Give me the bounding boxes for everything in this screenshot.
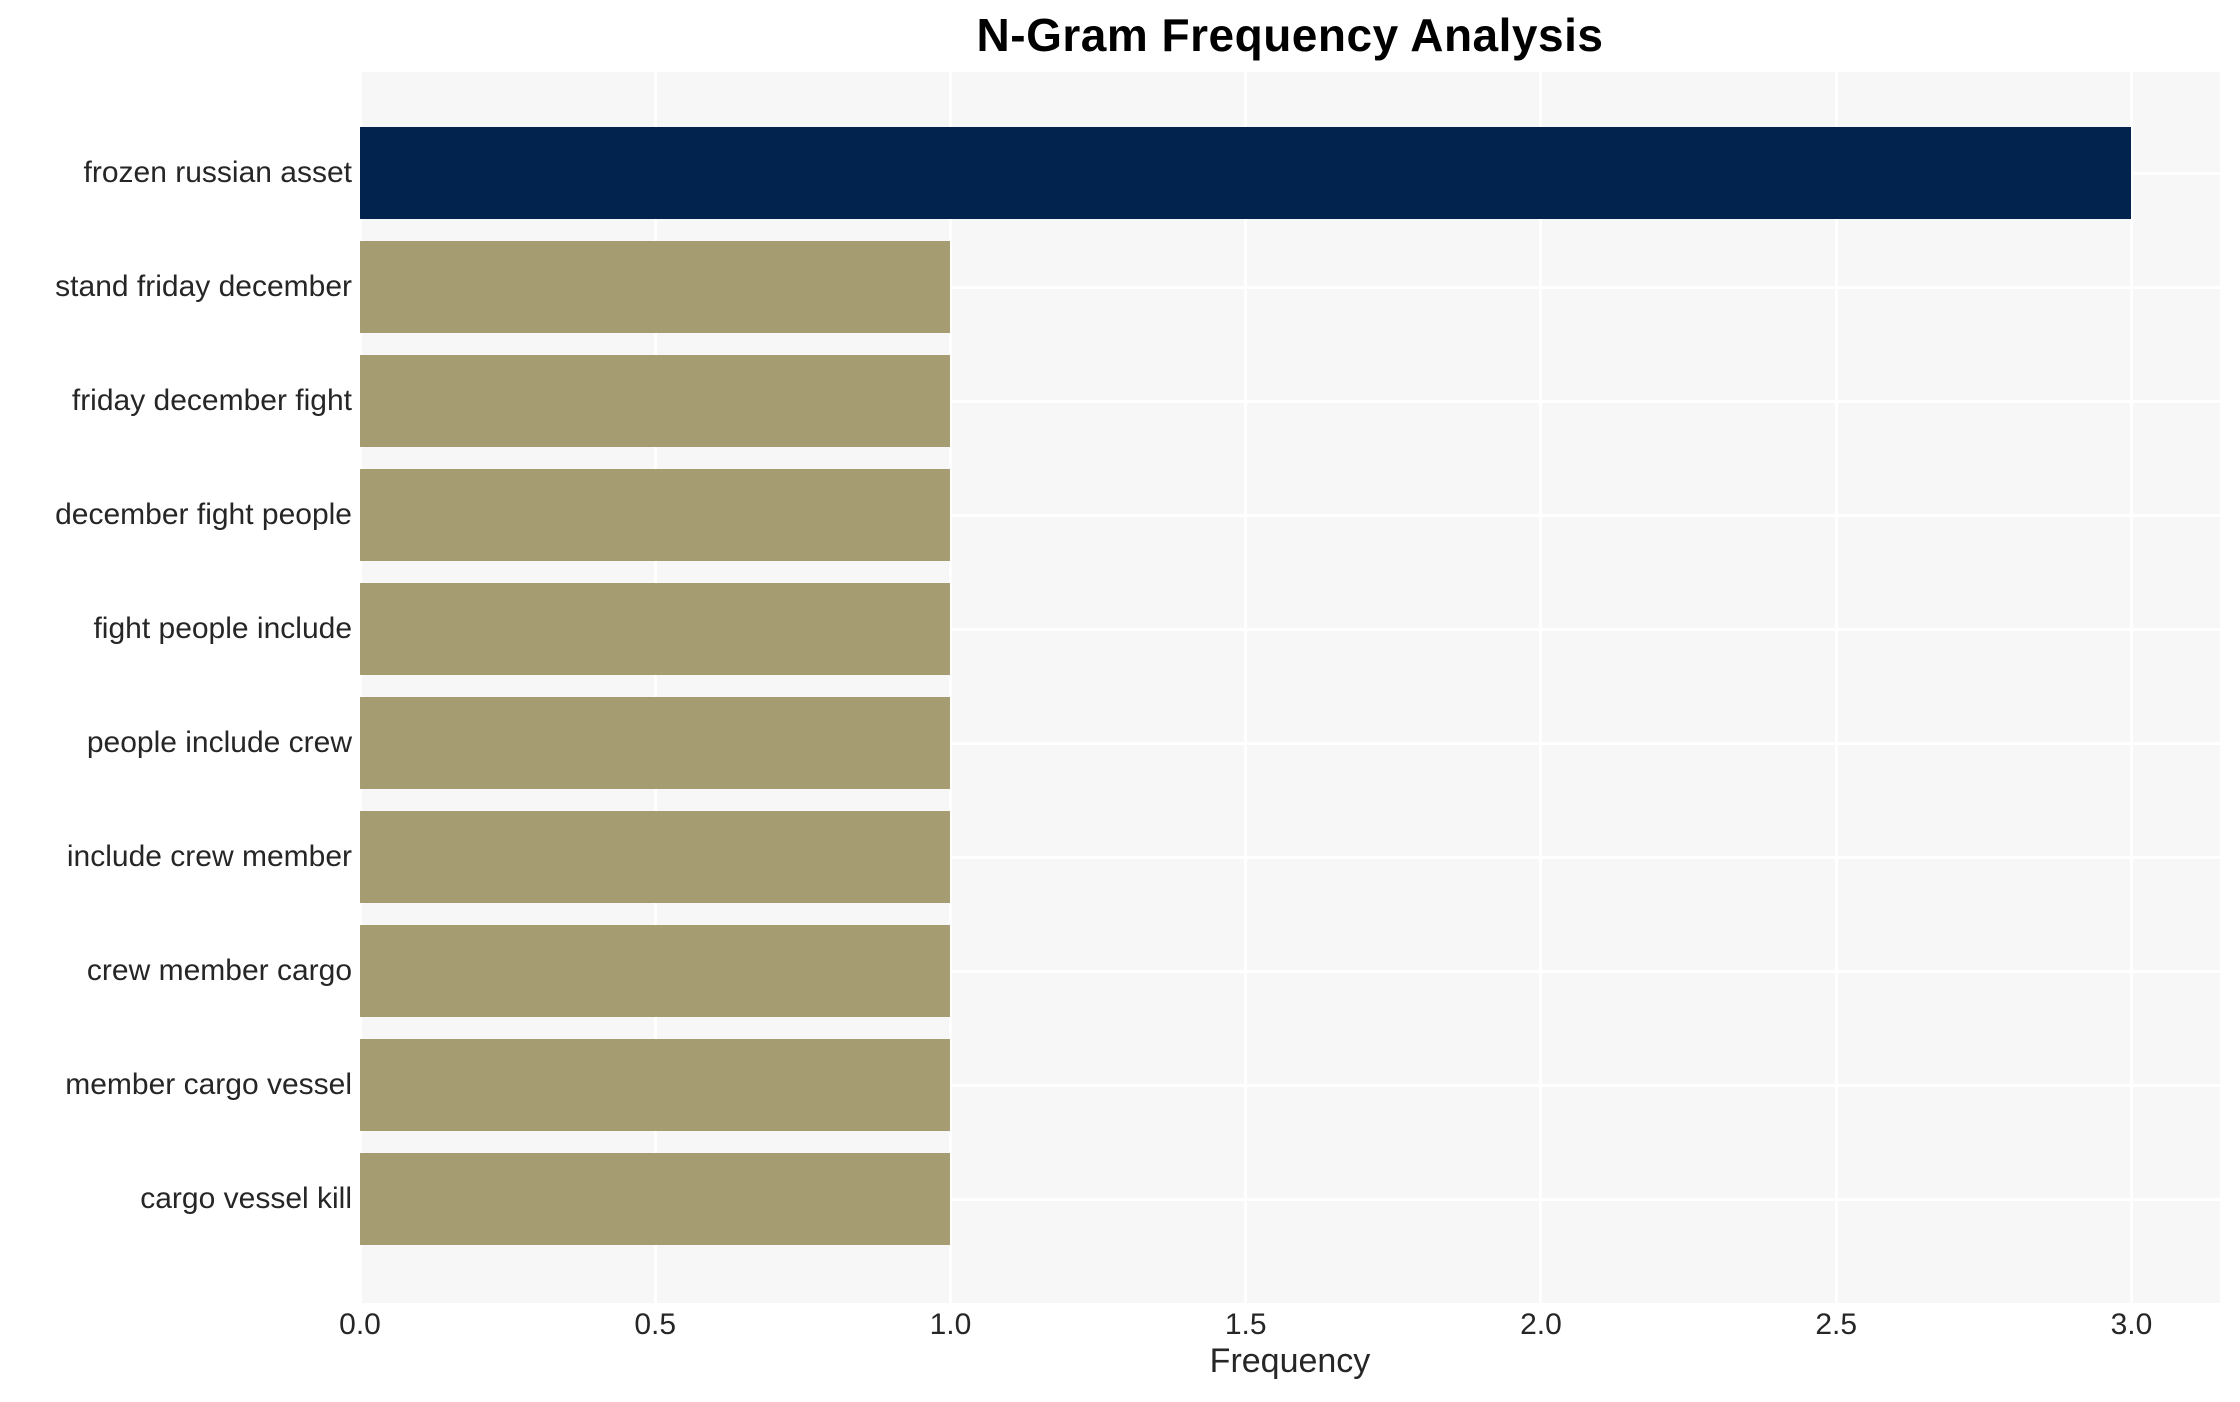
bar-crew-member-cargo	[360, 925, 951, 1017]
vertical-gridline	[2129, 72, 2133, 1303]
x-tick-label: 0.5	[634, 1308, 677, 1341]
y-tick-label: people include crew	[86, 726, 352, 759]
bar-cargo-vessel-kill	[360, 1153, 951, 1245]
y-tick-label: december fight people	[55, 498, 352, 531]
bar-frozen-russian-asset	[360, 127, 2132, 219]
x-tick-label: 0.0	[339, 1308, 381, 1341]
horizontal-gridline	[360, 855, 2220, 859]
y-tick-label: frozen russian asset	[83, 156, 352, 189]
x-axis-label: Frequency	[1209, 1342, 1371, 1380]
chart-title: N-Gram Frequency Analysis	[976, 9, 1604, 61]
vertical-gridline	[948, 72, 952, 1303]
bar-include-crew-member	[360, 811, 951, 903]
horizontal-gridline	[360, 741, 2220, 745]
bar-stand-friday-december	[360, 241, 951, 333]
horizontal-gridline	[360, 969, 2220, 973]
y-tick-label: cargo vessel kill	[140, 1182, 352, 1215]
y-tick-label: friday december fight	[71, 384, 352, 417]
horizontal-gridline	[360, 627, 2220, 631]
x-tick-label: 1.5	[1224, 1308, 1267, 1341]
plot-area	[360, 72, 2220, 1303]
x-tick-label: 3.0	[2110, 1308, 2153, 1341]
vertical-gridline	[653, 72, 657, 1303]
y-tick-label: member cargo vessel	[65, 1068, 352, 1101]
y-tick-label: fight people include	[93, 612, 352, 645]
horizontal-gridline	[360, 1197, 2220, 1201]
y-tick-label: include crew member	[66, 840, 352, 873]
vertical-gridline	[1539, 72, 1543, 1303]
horizontal-gridline	[360, 1083, 2220, 1087]
horizontal-gridline	[360, 285, 2220, 289]
bar-member-cargo-vessel	[360, 1039, 951, 1131]
bar-fight-people-include	[360, 583, 951, 675]
horizontal-gridline	[360, 513, 2220, 517]
bar-friday-december-fight	[360, 355, 951, 447]
y-tick-label: stand friday december	[55, 270, 352, 303]
vertical-gridline	[360, 72, 362, 1303]
bar-december-fight-people	[360, 469, 951, 561]
x-tick-label: 2.5	[1815, 1308, 1858, 1341]
horizontal-gridline	[360, 399, 2220, 403]
x-tick-label: 1.0	[929, 1308, 972, 1341]
x-tick-label: 2.0	[1520, 1308, 1562, 1341]
vertical-gridline	[1834, 72, 1838, 1303]
vertical-gridline	[1244, 72, 1248, 1303]
y-tick-label: crew member cargo	[86, 954, 352, 987]
bar-people-include-crew	[360, 697, 951, 789]
